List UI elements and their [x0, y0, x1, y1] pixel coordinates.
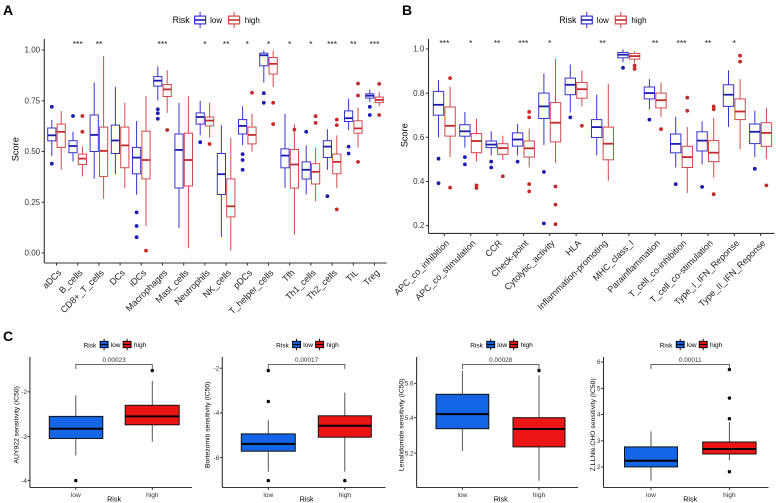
svg-text:*: * [246, 39, 250, 49]
svg-text:***: *** [327, 39, 338, 49]
svg-text:-2: -2 [214, 365, 220, 372]
svg-text:A: A [3, 2, 13, 18]
svg-text:low: low [646, 492, 656, 499]
svg-text:-4: -4 [21, 478, 27, 485]
svg-text:5: 5 [597, 386, 601, 393]
svg-text:5.2: 5.2 [405, 450, 414, 457]
svg-text:Risk: Risk [84, 342, 97, 349]
svg-text:Risk: Risk [107, 494, 121, 503]
svg-text:0.00011: 0.00011 [679, 357, 702, 364]
svg-text:*: * [548, 38, 552, 48]
svg-text:Risk: Risk [660, 342, 673, 349]
svg-text:6: 6 [597, 359, 601, 366]
svg-text:***: *** [158, 39, 169, 49]
svg-text:high: high [521, 342, 534, 349]
svg-text:high: high [723, 492, 736, 499]
svg-text:*: * [309, 39, 313, 49]
svg-text:C: C [3, 328, 13, 344]
svg-text:1.00: 1.00 [25, 46, 41, 55]
svg-text:Risk: Risk [173, 15, 191, 25]
svg-text:*: * [469, 38, 473, 48]
svg-text:**: ** [350, 39, 357, 49]
svg-text:3: 3 [597, 438, 601, 445]
svg-text:low: low [497, 342, 507, 349]
svg-text:1.0: 1.0 [413, 45, 425, 54]
svg-text:Risk: Risk [494, 494, 508, 503]
svg-text:***: *** [677, 38, 688, 48]
svg-text:low: low [111, 342, 121, 349]
svg-text:Risk: Risk [470, 342, 483, 349]
svg-text:-3: -3 [21, 434, 27, 441]
svg-text:0.00: 0.00 [25, 249, 41, 258]
svg-text:4: 4 [597, 412, 601, 419]
svg-text:low: low [303, 342, 313, 349]
svg-text:0.75: 0.75 [25, 96, 41, 105]
svg-text:-6: -6 [214, 455, 220, 462]
svg-text:**: ** [599, 38, 606, 48]
svg-text:Risk: Risk [276, 342, 289, 349]
svg-text:0.00028: 0.00028 [489, 357, 513, 364]
svg-text:5.6: 5.6 [405, 381, 414, 388]
svg-text:**: ** [96, 39, 103, 49]
svg-text:high: high [710, 342, 723, 349]
svg-text:low: low [457, 492, 467, 499]
svg-text:high: high [134, 342, 147, 349]
svg-text:high: high [245, 16, 260, 25]
svg-text:high: high [631, 16, 646, 25]
svg-text:0.2: 0.2 [413, 221, 425, 230]
svg-text:-2: -2 [21, 389, 27, 396]
svg-text:0.00023: 0.00023 [103, 357, 127, 364]
svg-text:Risk: Risk [683, 494, 697, 503]
svg-text:Score: Score [400, 123, 410, 147]
svg-text:low: low [687, 342, 697, 349]
svg-text:low: low [597, 16, 609, 25]
svg-text:Bortezomib sensitivity (IC50): Bortezomib sensitivity (IC50) [204, 382, 211, 469]
svg-text:low: low [210, 16, 222, 25]
svg-text:high: high [533, 492, 546, 499]
svg-text:Lenalidomide sensitivity (IC50: Lenalidomide sensitivity (IC50) [399, 379, 406, 472]
svg-text:high: high [339, 492, 352, 499]
svg-text:AUY922 sensitivity (IC50): AUY922 sensitivity (IC50) [13, 386, 20, 463]
svg-text:0.8: 0.8 [413, 89, 425, 98]
svg-text:low: low [263, 492, 273, 499]
svg-text:Risk: Risk [559, 15, 577, 25]
svg-text:*: * [288, 39, 292, 49]
svg-text:**: ** [652, 38, 659, 48]
svg-text:B: B [402, 2, 412, 18]
svg-text:***: *** [518, 38, 529, 48]
svg-text:***: *** [370, 39, 381, 49]
svg-text:***: *** [73, 39, 84, 49]
svg-text:**: ** [705, 38, 712, 48]
svg-text:low: low [71, 492, 81, 499]
svg-text:Score: Score [11, 137, 21, 161]
svg-text:*: * [733, 38, 737, 48]
svg-text:*: * [203, 39, 207, 49]
svg-text:high: high [326, 342, 339, 349]
svg-text:*: * [267, 39, 271, 49]
svg-text:Z.LLNle.CHO sensitivity (IC50): Z.LLNle.CHO sensitivity (IC50) [590, 378, 597, 471]
svg-text:0.50: 0.50 [25, 147, 41, 156]
svg-text:2: 2 [597, 464, 601, 471]
svg-text:**: ** [494, 38, 501, 48]
svg-text:Risk: Risk [300, 494, 314, 503]
svg-text:high: high [146, 492, 159, 499]
svg-text:5.4: 5.4 [405, 415, 414, 422]
svg-text:**: ** [223, 39, 230, 49]
svg-text:***: *** [439, 38, 450, 48]
svg-text:0.00017: 0.00017 [295, 357, 319, 364]
svg-text:0.6: 0.6 [413, 133, 425, 142]
svg-text:0.4: 0.4 [413, 177, 425, 186]
svg-text:0.25: 0.25 [25, 198, 41, 207]
svg-text:-4: -4 [214, 410, 220, 417]
